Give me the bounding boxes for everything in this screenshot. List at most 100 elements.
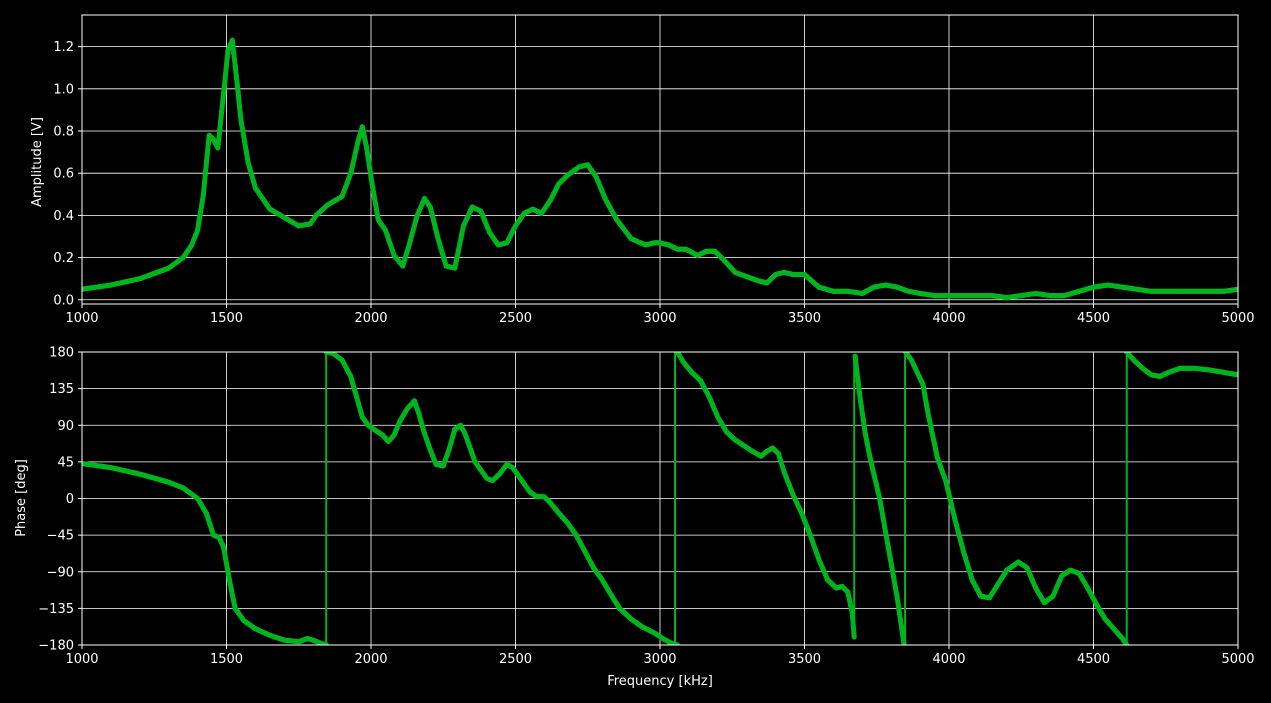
data-point (868, 459, 874, 465)
data-point (231, 50, 237, 56)
data-point (899, 630, 906, 636)
data-point (851, 634, 857, 640)
data-point (462, 430, 468, 436)
data-point (804, 523, 810, 529)
y-tick-label: −135 (38, 602, 74, 617)
data-point (215, 145, 221, 151)
data-point (191, 237, 197, 243)
y-tick-label: 0 (66, 492, 74, 507)
data-point (916, 373, 922, 379)
data-point (887, 554, 893, 560)
data-point (242, 139, 248, 145)
data-point (384, 232, 390, 238)
data-point (1024, 565, 1030, 571)
data-point (597, 183, 603, 189)
data-point (205, 516, 211, 522)
data-point (864, 440, 870, 446)
data-point (878, 505, 885, 511)
data-point (362, 138, 368, 144)
data-point (1026, 569, 1032, 575)
data-point (419, 424, 426, 430)
data-point (434, 233, 441, 240)
data-point (929, 430, 935, 436)
x-tick-label: 5000 (1221, 311, 1254, 326)
data-point (414, 406, 420, 412)
y-tick-label: −45 (47, 529, 74, 544)
data-point (781, 469, 787, 476)
data-point (912, 365, 918, 371)
data-point (807, 532, 813, 538)
data-point (395, 423, 401, 429)
data-point (478, 208, 484, 214)
data-point (457, 240, 463, 246)
y-tick-label: 0.2 (53, 251, 74, 266)
data-point (357, 407, 363, 413)
phase-ylabel: Phase [deg] (14, 459, 29, 537)
x-tick-label: 1500 (210, 311, 243, 326)
data-point (247, 166, 253, 172)
data-point (440, 251, 446, 257)
data-point (846, 596, 852, 602)
data-point (370, 185, 376, 191)
data-point (1052, 589, 1058, 595)
data-point (411, 398, 417, 404)
data-point (480, 212, 486, 218)
data-point (354, 394, 360, 400)
data-point (950, 508, 956, 515)
data-point (775, 451, 782, 457)
data-point (674, 642, 680, 645)
data-point (852, 353, 858, 359)
data-point (209, 527, 215, 533)
data-point (228, 586, 234, 593)
data-point (914, 369, 920, 375)
data-point (367, 165, 373, 171)
data-point (219, 108, 225, 114)
data-point (800, 514, 806, 521)
data-point (811, 542, 817, 548)
data-point (812, 547, 819, 553)
y-tick-label: 0.4 (53, 209, 74, 224)
y-tick-label: −180 (38, 639, 74, 654)
data-point (481, 217, 487, 223)
y-tick-label: 0.8 (53, 125, 74, 140)
data-point (595, 179, 601, 185)
data-point (931, 438, 937, 445)
amplitude-plot: 1000 1500 2000 2500 3000 3500 4000 4500 5000 0.0 0… (30, 14, 1255, 326)
data-point (423, 436, 429, 442)
data-point (436, 239, 442, 245)
data-point (805, 528, 812, 534)
data-point (243, 149, 249, 155)
data-point (411, 225, 417, 231)
data-point (355, 139, 361, 145)
x-tick-label: 1000 (65, 652, 98, 667)
data-point (785, 478, 791, 484)
data-point (880, 515, 886, 521)
data-point (856, 390, 863, 396)
data-point (860, 417, 866, 423)
data-point (1027, 573, 1034, 579)
data-point (926, 414, 932, 420)
x-tick-label: 3000 (643, 311, 676, 326)
data-point (934, 455, 941, 461)
y-tick-label: 1.0 (53, 82, 74, 97)
y-tick-label: −90 (47, 565, 74, 580)
data-point (858, 403, 864, 409)
data-point (875, 488, 881, 494)
data-point (348, 373, 354, 379)
data-point (890, 574, 897, 580)
data-point (910, 361, 917, 367)
data-point (352, 387, 358, 393)
data-point (339, 193, 345, 199)
data-point (938, 465, 944, 471)
data-point (821, 569, 827, 575)
data-point (407, 238, 413, 244)
data-point (200, 191, 206, 197)
data-point (920, 382, 926, 388)
data-point (908, 357, 915, 363)
data-point (877, 495, 883, 502)
data-point (344, 179, 350, 186)
data-point (368, 174, 374, 180)
data-point (941, 474, 948, 480)
data-point (351, 154, 357, 160)
